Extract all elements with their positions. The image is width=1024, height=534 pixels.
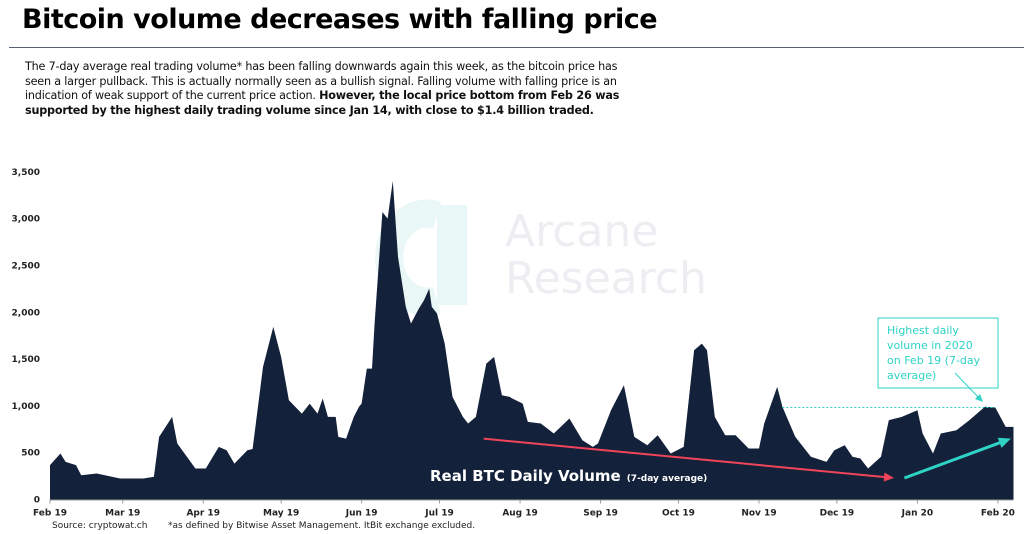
x-tick-label: Feb 19: [33, 509, 67, 519]
y-tick-label: 0: [34, 496, 40, 506]
callout-line: volume in 2020: [887, 339, 973, 352]
watermark: Arcane Research: [375, 199, 707, 316]
x-tick-label: Jul 19: [424, 509, 454, 519]
callout: Highest daily volume in 2020 on Feb 19 (7-…: [877, 317, 999, 402]
x-tick-label: Feb 20: [981, 509, 1015, 519]
down-trend-arrowhead: [883, 472, 895, 482]
callout-line: Highest daily: [887, 324, 959, 337]
x-tick-label: Aug 19: [502, 509, 537, 519]
watermark-line1: Arcane: [505, 206, 658, 257]
series-label-note: (7-day average): [627, 474, 708, 484]
x-tick-label: May 19: [263, 509, 299, 519]
x-tick-label: Sep 19: [583, 509, 618, 519]
down-trend-arrow: [483, 437, 885, 479]
y-tick-label: 1,000: [12, 402, 40, 412]
description-bold: However, the local price bottom from Feb…: [25, 89, 620, 117]
x-tick-label: Jun 19: [345, 509, 378, 519]
description-regular: The 7-day average real trading volume* h…: [25, 60, 618, 103]
x-tick-label: Mar 19: [105, 509, 140, 519]
callout-pointer-head: [975, 394, 983, 402]
watermark-logo-bar: [437, 205, 467, 305]
volume-area: [50, 181, 1014, 500]
callout-line: on Feb 19 (7-day: [887, 354, 981, 367]
up-trend-arrowhead: [997, 437, 1011, 448]
callout-line: average): [887, 369, 936, 382]
callout-pointer: [954, 372, 981, 400]
y-tick-label: 3,500: [12, 168, 40, 178]
watermark-line2: Research: [505, 253, 707, 304]
y-tick-label: 1,500: [12, 355, 40, 365]
up-trend-arrow: [903, 441, 1001, 480]
description: The 7-day average real trading volume* h…: [25, 60, 625, 118]
y-tick-label: 2,500: [12, 262, 40, 272]
y-tick-label: 3,000: [12, 215, 40, 225]
source-note: Source: cryptowat.ch: [52, 521, 147, 531]
x-tick-label: Nov 19: [741, 509, 776, 519]
x-tick-label: Oct 19: [662, 509, 695, 519]
x-tick-label: Jan 20: [901, 509, 934, 519]
footnote: *as defined by Bitwise Asset Management.…: [168, 521, 475, 531]
y-tick-label: 500: [21, 449, 40, 459]
title-divider: [9, 47, 1024, 48]
page-title: Bitcoin volume decreases with falling pr…: [22, 4, 658, 35]
x-tick-label: Dec 19: [820, 509, 855, 519]
callout-box: [877, 317, 999, 389]
series-label: Real BTC Daily Volume (7-day average): [430, 467, 707, 485]
x-tick-label: Apr 19: [186, 509, 220, 519]
y-tick-label: 2,000: [12, 308, 40, 318]
